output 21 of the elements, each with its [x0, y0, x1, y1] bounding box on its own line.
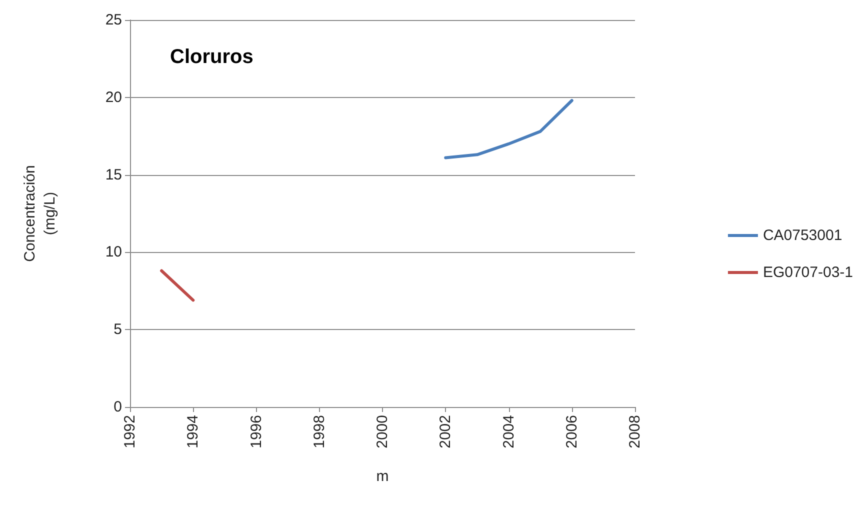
y-tick-label: 5 — [114, 321, 122, 338]
x-tick-label: 1998 — [310, 415, 328, 448]
x-tick-label: 2002 — [437, 415, 454, 448]
line-series — [444, 98, 574, 160]
text: Cloruros — [170, 46, 254, 68]
x-tick-label: 1994 — [184, 415, 202, 448]
y-axis-title: Concentración (mg/L) — [22, 165, 58, 262]
x-tick-label: 2004 — [500, 415, 518, 448]
y-tick-label: 0 — [114, 398, 122, 416]
y-tick-label: 20 — [105, 88, 122, 106]
y-tick-label: 15 — [105, 166, 122, 184]
x-tick-label: 2006 — [563, 415, 580, 448]
y-tick-label: 25 — [105, 12, 122, 28]
x-tick-label: 2008 — [626, 415, 644, 448]
x-tick-label: 1996 — [248, 415, 265, 448]
legend-label: EG0707-03-1 — [762, 264, 854, 281]
x-axis-title: m — [376, 468, 389, 485]
y-tick-label: 10 — [105, 244, 122, 261]
legend-label: CA0753001 — [762, 227, 842, 244]
x-tick-label: 2000 — [374, 415, 391, 448]
x-tick-label: 1992 — [122, 415, 138, 448]
